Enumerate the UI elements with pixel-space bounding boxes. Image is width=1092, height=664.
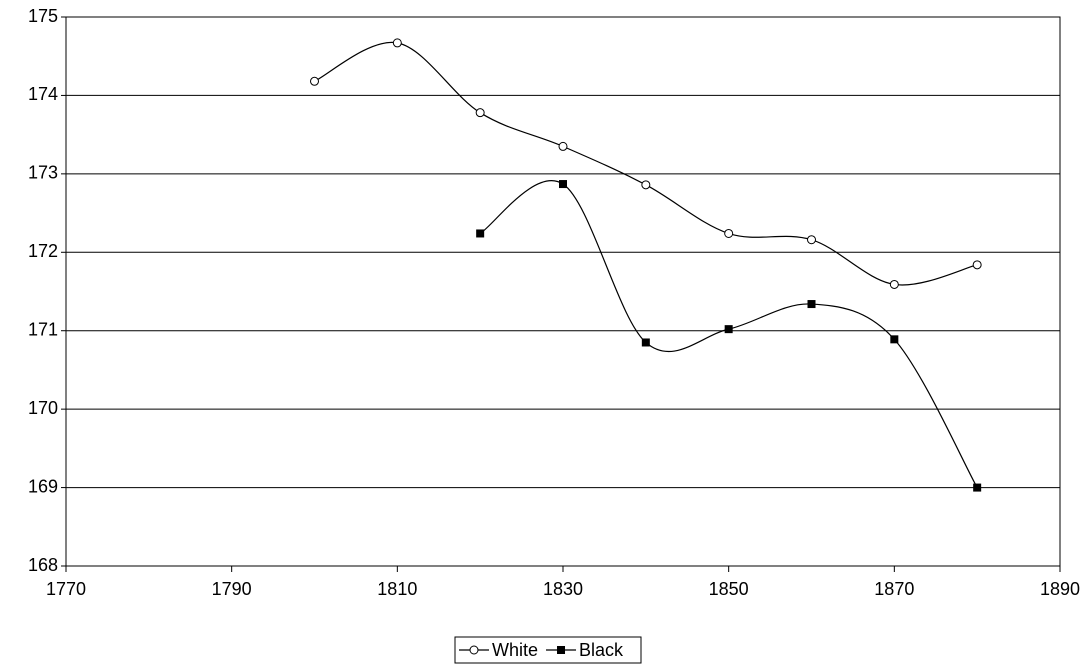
marker — [641, 338, 650, 347]
legend-marker — [469, 645, 479, 655]
marker — [558, 141, 568, 151]
marker — [310, 76, 319, 86]
legend-marker — [557, 646, 566, 654]
marker — [724, 228, 734, 238]
series-line — [314, 41, 978, 286]
marker — [807, 300, 816, 309]
x-tick-label: 1830 — [543, 579, 583, 599]
x-tick-label: 1870 — [874, 579, 914, 599]
y-tick-label: 171 — [28, 319, 58, 339]
y-tick-label: 170 — [28, 398, 58, 418]
x-tick-label: 1810 — [377, 579, 417, 599]
series-line — [479, 180, 978, 488]
marker — [475, 108, 485, 118]
y-tick-label: 175 — [28, 6, 58, 26]
marker — [889, 279, 899, 289]
x-tick-label: 1890 — [1040, 579, 1080, 599]
y-tick-label: 172 — [28, 241, 58, 261]
y-tick-label: 174 — [28, 84, 58, 104]
marker — [641, 180, 651, 190]
marker — [724, 325, 733, 334]
y-tick-label: 169 — [28, 476, 58, 496]
x-tick-label: 1850 — [709, 579, 749, 599]
x-tick-label: 1790 — [212, 579, 252, 599]
marker — [973, 483, 982, 492]
y-tick-label: 173 — [28, 163, 58, 183]
legend-label: White — [492, 640, 538, 660]
marker — [559, 180, 567, 189]
plot-frame — [65, 16, 1061, 567]
legend-label: Black — [579, 640, 624, 660]
y-tick-label: 168 — [28, 555, 58, 575]
marker — [476, 229, 485, 238]
marker — [890, 335, 899, 344]
x-tick-label: 1770 — [46, 579, 86, 599]
marker — [807, 235, 816, 245]
marker — [392, 38, 402, 48]
marker — [972, 260, 982, 270]
